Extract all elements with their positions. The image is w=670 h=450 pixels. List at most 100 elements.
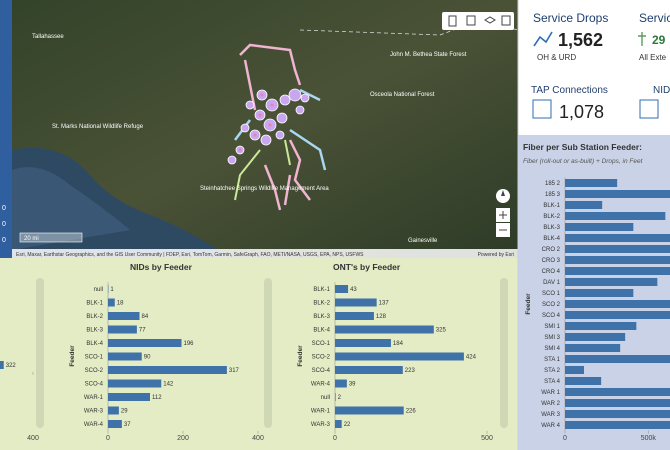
y-tick-label: BLK-1 [86, 301, 103, 307]
card-note: OH & URD [537, 53, 576, 62]
value-label: 39 [349, 382, 356, 388]
bookmark-button[interactable] [448, 15, 457, 27]
card-title: Service Drops [533, 11, 608, 25]
value-label: 37 [124, 422, 131, 428]
bar [565, 179, 618, 187]
y-axis-label: Feeder [297, 345, 304, 367]
bar [565, 366, 584, 374]
bar [565, 344, 621, 352]
bar [565, 421, 670, 429]
y-tick-label: BLK-3 [86, 328, 103, 334]
value-label: 424 [466, 355, 477, 361]
bar [108, 352, 142, 361]
y-tick-label: BLK-4 [313, 328, 330, 334]
card-value: 1,078 [559, 102, 604, 122]
value-label: 317 [229, 368, 240, 374]
basemap-button[interactable] [501, 15, 511, 26]
side-panel [0, 0, 12, 258]
value-label: 184 [393, 341, 404, 347]
y-tick-label: BLK-2 [543, 214, 560, 220]
y-tick-label: WAR-3 [311, 422, 331, 428]
value-label: 77 [139, 328, 146, 334]
y-tick-label: WAR 4 [541, 423, 560, 429]
x-tick-label: 200 [177, 435, 189, 442]
y-tick-label: SMI 1 [544, 324, 560, 330]
y-tick-label: SCO-2 [312, 355, 331, 361]
x-tick-label: 0 [106, 435, 110, 442]
bar [565, 289, 634, 297]
value-label: 128 [376, 314, 387, 320]
map-label: Steinhatchee Springs Wildlife Management… [200, 186, 329, 192]
chart-title: NIDs by Feeder [130, 262, 193, 272]
layers-button[interactable] [484, 16, 496, 24]
value-label: 90 [144, 355, 151, 361]
bar [108, 298, 115, 307]
value-label: 325 [436, 328, 447, 334]
value-label: 226 [406, 409, 417, 415]
powered-by: Powered by Esri [478, 252, 514, 258]
y-tick-label: BLK-4 [86, 341, 103, 347]
bar [565, 322, 637, 330]
value-label: 1 [110, 287, 114, 293]
bar [565, 256, 670, 264]
bar [108, 339, 182, 347]
bar [565, 377, 602, 385]
y-tick-label: BLK-3 [543, 225, 560, 231]
y-tick-label: STA 1 [544, 357, 561, 363]
bar [335, 366, 403, 374]
value-label: 22 [344, 422, 351, 428]
value-label: 43 [350, 287, 357, 293]
bar [108, 379, 162, 388]
service-points[interactable] [227, 88, 310, 165]
bar [565, 410, 670, 418]
y-tick-label: WAR-1 [311, 409, 331, 415]
attribution: Esri, Maxar, Earthstar Geographics, and … [16, 252, 364, 258]
y-tick-label: STA 2 [544, 368, 561, 374]
card-title: NID [653, 85, 670, 96]
map-label: St. Marks National Wildlife Refuge [52, 124, 144, 130]
value-label: 112 [152, 395, 162, 401]
side-value: 0 [2, 205, 6, 212]
cards-panel [518, 0, 670, 135]
y-tick-label: null [94, 287, 103, 293]
service-points [238, 93, 274, 152]
y-tick-label: DAV 1 [543, 280, 561, 286]
card-icon [533, 31, 553, 47]
card-title: TAP Connections [531, 85, 608, 96]
bar [565, 355, 670, 363]
bar [335, 339, 391, 347]
value-label: 196 [184, 341, 195, 347]
bar [108, 420, 122, 428]
bar [565, 300, 670, 308]
y-tick-label: SCO-4 [85, 382, 104, 388]
side-value: 0 [2, 237, 6, 244]
bar [108, 312, 140, 320]
chart-title: ONT's by Feeder [333, 262, 401, 272]
y-tick-label: BLK-3 [313, 314, 330, 320]
side-value: 0 [2, 221, 6, 228]
list-button[interactable] [466, 15, 476, 26]
card-icon [639, 99, 659, 119]
bar [335, 285, 349, 293]
y-tick-label: SCO 1 [542, 291, 561, 297]
card-icon [638, 32, 646, 46]
bar [565, 212, 666, 220]
map-label: Gainesville [408, 238, 438, 244]
y-axis-label: Feeder [69, 345, 76, 367]
scrollbar[interactable] [36, 278, 508, 428]
y-tick-label: WAR-3 [84, 409, 104, 415]
bar [565, 311, 670, 319]
y-tick-label: BLK-2 [86, 314, 103, 320]
y-tick-label: WAR-1 [84, 395, 104, 401]
bar [335, 406, 404, 415]
value-label: 18 [117, 301, 124, 307]
bar [565, 278, 658, 286]
bar [565, 245, 670, 253]
bar [565, 399, 670, 407]
y-tick-label: SCO-2 [85, 368, 104, 374]
map-label: Osceola National Forest [370, 92, 435, 98]
card-icon [532, 99, 552, 119]
y-tick-label: 185 2 [545, 181, 561, 187]
chart-subtitle: Fiber (roll-out or as-built) + Drops, in… [523, 158, 644, 165]
